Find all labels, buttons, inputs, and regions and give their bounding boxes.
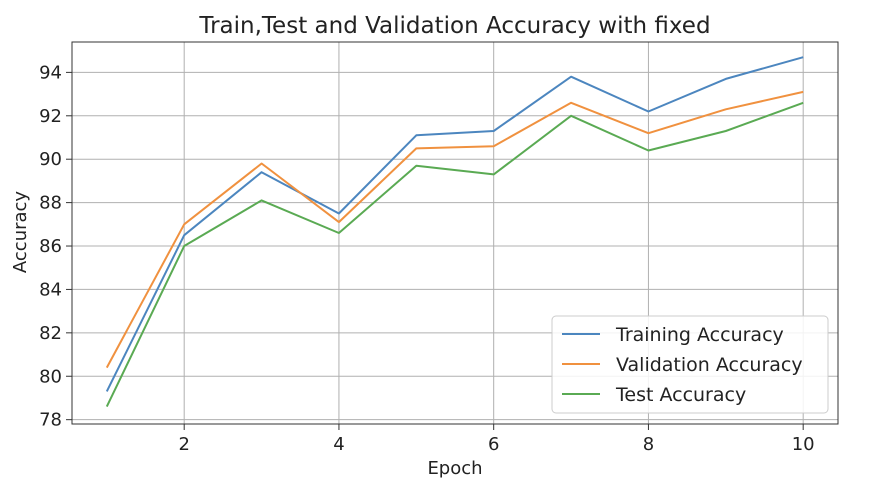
- y-tick-label-84: 84: [39, 279, 62, 300]
- legend-label-training-accuracy: Training Accuracy: [615, 324, 784, 346]
- x-tick-label-10: 10: [792, 434, 815, 455]
- series-line-test-accuracy: [105, 101, 804, 408]
- legend-label-validation-accuracy: Validation Accuracy: [616, 354, 803, 376]
- axis-ticks: 2 4 6 8 10 78 80 82 84 86 88 90 92 94: [39, 62, 815, 455]
- grid: [72, 42, 838, 424]
- y-tick-label-80: 80: [39, 366, 62, 387]
- series-lines: [105, 56, 804, 408]
- series-line-training-accuracy: [105, 56, 804, 392]
- x-tick-label-8: 8: [643, 434, 654, 455]
- x-axis-label: Epoch: [427, 458, 482, 479]
- y-tick-label-90: 90: [39, 149, 62, 170]
- x-tick-label-6: 6: [488, 434, 499, 455]
- series-line-validation-accuracy: [105, 90, 804, 369]
- legend-label-test-accuracy: Test Accuracy: [615, 384, 746, 406]
- y-tick-label-88: 88: [39, 193, 62, 214]
- plot-frame: [71, 41, 839, 425]
- y-tick-label-82: 82: [39, 323, 62, 344]
- y-axis-label: Accuracy: [10, 191, 31, 274]
- x-tick-label-2: 2: [178, 434, 189, 455]
- x-tick-label-4: 4: [333, 434, 344, 455]
- y-tick-label-92: 92: [39, 106, 62, 127]
- y-tick-label-86: 86: [39, 236, 62, 257]
- legend: Training Accuracy Validation Accuracy Test…: [551, 315, 829, 414]
- legend-box: [551, 315, 829, 414]
- y-tick-label-94: 94: [39, 62, 62, 83]
- y-tick-label-78: 78: [39, 410, 62, 431]
- chart-title: Train,Test and Validation Accuracy with …: [198, 13, 710, 39]
